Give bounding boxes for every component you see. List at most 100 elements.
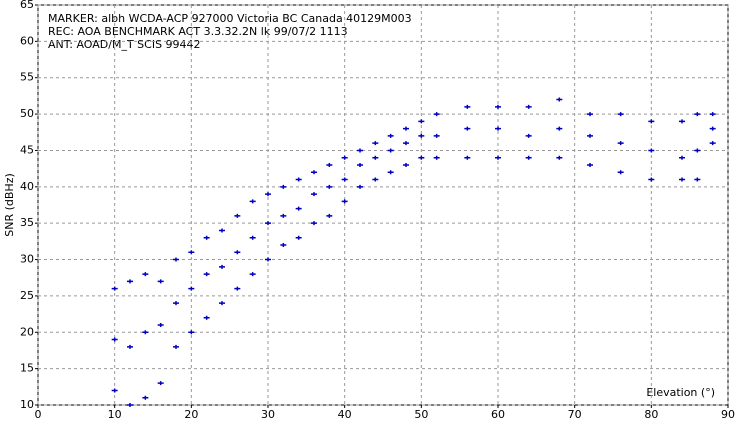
y-tick-label: 30 [20, 253, 34, 266]
data-point [173, 257, 179, 262]
data-point [495, 104, 501, 109]
data-point [387, 170, 394, 175]
data-point [219, 228, 225, 233]
data-point [525, 133, 532, 138]
data-point [234, 286, 241, 291]
data-point [495, 126, 501, 131]
data-point [679, 177, 685, 182]
data-point [709, 126, 716, 131]
data-point [234, 250, 241, 255]
data-point [357, 184, 363, 189]
data-point [679, 119, 685, 124]
data-point [617, 170, 624, 175]
plot-area [37, 4, 729, 406]
data-point [142, 272, 149, 277]
annotation: ANT: AOAD/M_T SCIS 99442 [48, 38, 201, 51]
data-point [142, 395, 149, 400]
data-point [357, 148, 363, 153]
data-point [341, 177, 348, 182]
data-point [234, 213, 241, 218]
data-point [433, 155, 440, 160]
data-point [188, 330, 195, 335]
data-point [265, 221, 271, 226]
data-point [357, 163, 363, 167]
data-point [249, 272, 256, 277]
data-point [280, 243, 287, 247]
x-tick-label: 60 [491, 408, 505, 421]
data-point [403, 141, 409, 146]
data-point [127, 403, 133, 407]
data-point [418, 119, 425, 124]
data-point [326, 184, 333, 189]
data-point [173, 344, 179, 349]
x-tick-label: 80 [644, 408, 658, 421]
annotation: REC: AOA BENCHMARK ACT 3.3.32.2N lk 99/0… [48, 25, 348, 38]
data-point [127, 344, 133, 349]
annotation: MARKER: albh WCDA-ACP 927000 Victoria BC… [48, 12, 412, 25]
data-point [311, 192, 317, 197]
x-axis-label: Elevation (°) [646, 386, 715, 399]
data-point [203, 315, 210, 320]
data-point [265, 192, 271, 197]
x-tick-label: 30 [261, 408, 275, 421]
data-point [709, 112, 716, 117]
data-point [679, 155, 685, 160]
data-point [587, 112, 593, 117]
data-point [188, 286, 195, 291]
data-point [157, 279, 164, 284]
data-point [418, 155, 425, 160]
y-tick-label: 60 [20, 34, 34, 47]
data-point [157, 323, 164, 327]
data-point [433, 133, 440, 138]
data-point [556, 126, 563, 131]
y-axis-label: SNR (dBHz) [3, 173, 16, 237]
data-point [157, 381, 164, 386]
y-tick-label: 65 [20, 0, 34, 11]
data-point [280, 213, 287, 218]
data-point [249, 199, 256, 204]
data-point [326, 163, 333, 167]
y-tick-label: 55 [20, 71, 34, 84]
data-point [372, 141, 379, 146]
x-tick-label: 10 [108, 408, 122, 421]
data-point [525, 155, 532, 160]
data-point [295, 177, 302, 182]
data-point [249, 235, 256, 240]
data-point [648, 148, 655, 153]
y-tick-label: 15 [20, 362, 34, 375]
x-tick-label: 0 [35, 408, 42, 421]
data-point [142, 330, 149, 335]
y-tick-label: 10 [20, 398, 34, 411]
x-tick-label: 50 [414, 408, 428, 421]
data-point [433, 112, 440, 117]
data-point [694, 112, 701, 117]
x-tick-label: 20 [184, 408, 198, 421]
data-point [311, 221, 317, 226]
data-point [464, 155, 471, 160]
data-point [111, 388, 118, 393]
data-point [341, 199, 348, 204]
data-point [295, 235, 302, 240]
data-point [188, 250, 195, 255]
data-point [403, 126, 409, 131]
data-point [694, 148, 701, 153]
data-point [403, 163, 409, 167]
x-tick-label: 40 [338, 408, 352, 421]
data-point [587, 133, 593, 138]
data-point [387, 148, 394, 153]
data-point [648, 119, 655, 124]
data-point [219, 301, 225, 306]
data-point [617, 112, 624, 117]
data-point [372, 177, 379, 182]
y-tick-label: 45 [20, 143, 34, 156]
data-point [464, 126, 471, 131]
x-tick-label: 70 [568, 408, 582, 421]
data-point [648, 177, 655, 182]
data-point [295, 206, 302, 211]
y-tick-label: 40 [20, 180, 34, 193]
data-point [111, 337, 118, 342]
data-point [127, 279, 133, 284]
data-point [173, 301, 179, 306]
y-tick-label: 25 [20, 289, 34, 302]
